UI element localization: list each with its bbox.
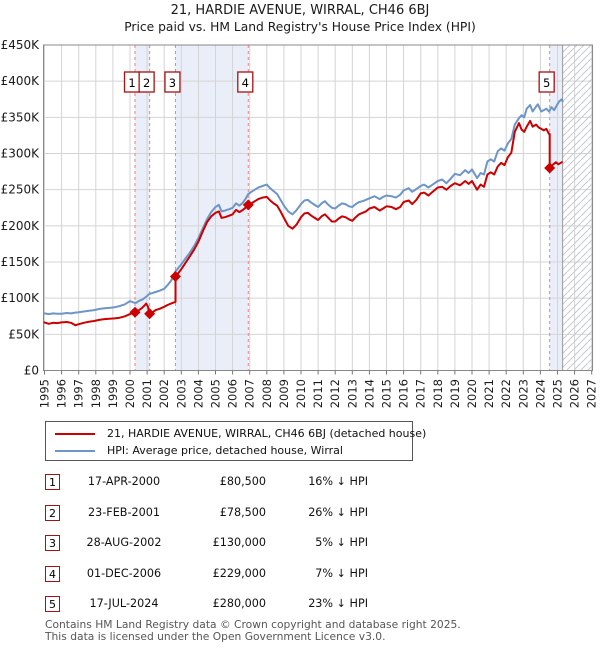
table-sale-price: £229,000 bbox=[212, 566, 266, 580]
sale-number-box bbox=[164, 71, 181, 93]
table-sale-price: £130,000 bbox=[212, 536, 266, 550]
x-axis-label: 2022 bbox=[499, 379, 513, 408]
table-sale-date: 28-AUG-2002 bbox=[86, 536, 162, 550]
y-axis-label: £350K bbox=[1, 110, 41, 124]
y-axis-label: £200K bbox=[1, 219, 41, 233]
table-sale-number: 1 bbox=[45, 474, 60, 490]
sale-marker-diamond bbox=[169, 270, 181, 282]
page-title: 21, HARDIE AVENUE, WIRRAL, CH46 6BJ bbox=[170, 3, 430, 18]
property-price-line bbox=[43, 119, 563, 327]
ownership-band bbox=[175, 45, 249, 371]
sale-number-label: 4 bbox=[242, 76, 249, 90]
x-axis-label: 2006 bbox=[226, 379, 240, 408]
sale-number-label: 1 bbox=[128, 76, 135, 90]
table-sale-date: 17-APR-2000 bbox=[87, 475, 161, 488]
page-subtitle: Price paid vs. HM Land Registry's House … bbox=[124, 20, 476, 34]
x-axis-label: 2005 bbox=[209, 379, 223, 408]
sale-marker-diamond bbox=[144, 308, 156, 320]
y-axis-label: £400K bbox=[1, 74, 41, 88]
y-axis-label: £250K bbox=[1, 183, 41, 197]
sale-number-box bbox=[538, 71, 555, 93]
table-sale-vs-hpi: 5% ↓ HPI bbox=[315, 536, 368, 550]
y-axis-label: £450K bbox=[1, 38, 41, 52]
x-axis-label: 2010 bbox=[294, 379, 308, 408]
x-axis-label: 2003 bbox=[174, 379, 188, 408]
legend-line-swatch bbox=[55, 449, 95, 452]
x-axis-label: 2002 bbox=[157, 379, 171, 408]
x-axis-label: 2026 bbox=[568, 379, 582, 408]
table-sale-date: 01-DEC-2006 bbox=[86, 566, 162, 580]
x-axis-label: 2023 bbox=[516, 379, 530, 408]
x-axis-label: 2013 bbox=[345, 379, 359, 408]
footer-line-2: This data is licensed under the Open Gov… bbox=[45, 629, 386, 643]
sale-number-box bbox=[237, 71, 254, 93]
y-axis-label: £0 bbox=[24, 364, 39, 378]
x-axis-label: 2025 bbox=[551, 379, 565, 408]
x-axis-label: 2001 bbox=[140, 379, 154, 408]
x-axis-label: 1997 bbox=[72, 379, 86, 408]
legend-label: 21, HARDIE AVENUE, WIRRAL, CH46 6BJ (det… bbox=[107, 427, 427, 440]
x-axis-label: 2019 bbox=[448, 379, 462, 408]
sale-number-label: 5 bbox=[543, 76, 550, 90]
x-axis-label: 2024 bbox=[533, 379, 547, 408]
legend-line-swatch bbox=[55, 432, 95, 435]
legend-row-property: 21, HARDIE AVENUE, WIRRAL, CH46 6BJ (det… bbox=[46, 425, 426, 442]
sale-marker-diamond bbox=[544, 162, 556, 174]
x-axis-label: 2027 bbox=[585, 379, 599, 408]
x-axis-label: 1996 bbox=[55, 379, 69, 408]
x-axis-label: 2021 bbox=[482, 379, 496, 408]
chart-legend: 21, HARDIE AVENUE, WIRRAL, CH46 6BJ (det… bbox=[45, 421, 426, 461]
table-sale-date: 23-FEB-2001 bbox=[88, 505, 160, 519]
x-axis-label: 2012 bbox=[328, 379, 342, 408]
future-hatch-region bbox=[562, 45, 593, 371]
table-sale-price: £80,500 bbox=[219, 475, 266, 488]
table-sale-date: 17-JUL-2024 bbox=[89, 597, 159, 611]
y-axis-label: £150K bbox=[1, 255, 41, 269]
x-axis-label: 1995 bbox=[38, 379, 52, 408]
sale-marker-diamond bbox=[129, 306, 141, 318]
ownership-band bbox=[135, 45, 150, 371]
x-axis-label: 2014 bbox=[362, 379, 376, 408]
footer-line-1: Contains HM Land Registry data © Crown c… bbox=[45, 618, 461, 631]
table-sale-number: 2 bbox=[45, 504, 60, 521]
y-axis-label: £50K bbox=[8, 327, 40, 341]
legend-row-hpi: HPI: Average price, detached house, Wirr… bbox=[46, 442, 412, 459]
sale-number-label: 2 bbox=[143, 76, 150, 90]
x-axis-label: 2009 bbox=[277, 379, 291, 408]
table-sale-price: £280,000 bbox=[212, 597, 266, 611]
x-axis-label: 2015 bbox=[380, 379, 394, 408]
table-sale-vs-hpi: 7% ↓ HPI bbox=[315, 566, 368, 580]
table-sale-vs-hpi: 26% ↓ HPI bbox=[308, 505, 368, 519]
x-axis-label: 1998 bbox=[89, 379, 103, 408]
y-axis-label: £100K bbox=[1, 291, 41, 305]
x-axis-label: 2000 bbox=[123, 379, 137, 408]
price-history-chart: 1 2 3 4 5 £0 £50K £100K £150K £200K £250K £300K £350… bbox=[1, 38, 599, 408]
sale-marker-diamond bbox=[242, 199, 254, 211]
table-sale-vs-hpi: 16% ↓ HPI bbox=[308, 475, 368, 488]
ownership-band bbox=[549, 45, 563, 371]
x-axis-label: 2008 bbox=[260, 379, 274, 408]
table-sale-number: 5 bbox=[45, 596, 60, 613]
x-axis-label: 1999 bbox=[106, 379, 120, 408]
x-axis-label: 2018 bbox=[431, 379, 445, 408]
license-footer: Contains HM Land Registry data © Crown c… bbox=[45, 619, 461, 642]
x-axis-label: 2004 bbox=[191, 379, 205, 408]
x-axis-label: 2020 bbox=[465, 379, 479, 408]
legend-label: HPI: Average price, detached house, Wirr… bbox=[107, 444, 343, 457]
table-sale-price: £78,500 bbox=[219, 505, 266, 519]
x-axis-label: 2011 bbox=[311, 379, 325, 408]
sale-number-label: 3 bbox=[169, 76, 176, 90]
x-axis-label: 2017 bbox=[414, 379, 428, 408]
sale-number-box bbox=[138, 71, 155, 93]
y-axis-label: £300K bbox=[1, 147, 41, 161]
x-axis-label: 2007 bbox=[243, 379, 257, 408]
hpi-line bbox=[43, 98, 564, 316]
table-sale-number: 3 bbox=[45, 535, 60, 552]
table-sale-number: 4 bbox=[45, 565, 60, 582]
x-axis-label: 2016 bbox=[397, 379, 411, 408]
table-sale-vs-hpi: 23% ↓ HPI bbox=[308, 597, 368, 611]
